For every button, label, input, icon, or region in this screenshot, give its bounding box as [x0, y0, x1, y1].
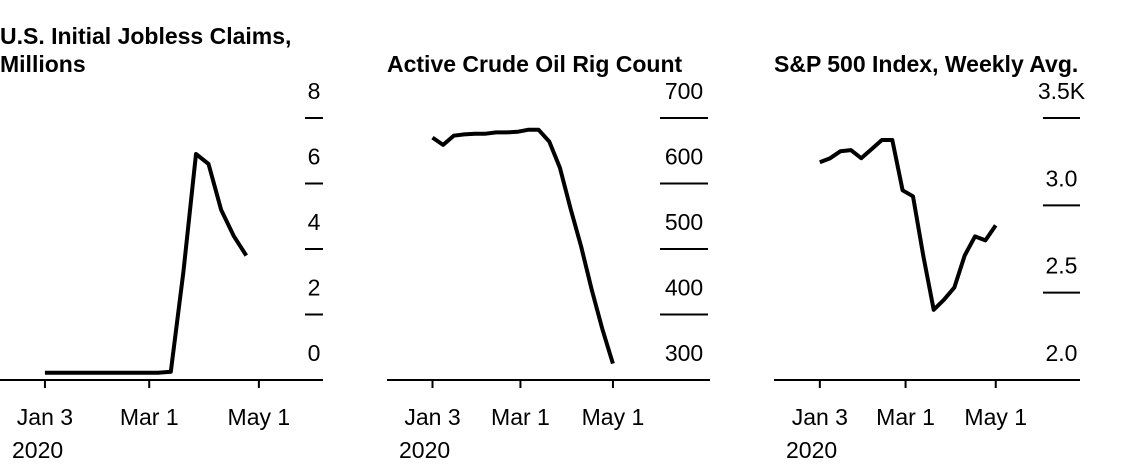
y-tick-label: 300: [665, 340, 703, 366]
data-line: [819, 138, 998, 312]
x-year-label: 2020: [399, 437, 450, 463]
title-box: Active Crude Oil Rig Count: [387, 0, 732, 78]
chart-title: U.S. Initial Jobless Claims, Millions: [0, 23, 292, 77]
x-tick-label: May 1: [582, 404, 645, 430]
x-tick-label: Jan 3: [404, 404, 460, 430]
x-tick-label: Jan 3: [17, 404, 73, 430]
x-year-label: 2020: [786, 437, 837, 463]
title-box: U.S. Initial Jobless Claims, Millions: [0, 0, 345, 78]
data-line: [431, 127, 615, 365]
y-tick-label: 4: [308, 209, 321, 235]
y-tick-label: 600: [665, 144, 703, 170]
title-box: S&P 500 Index, Weekly Avg.: [774, 0, 1084, 78]
x-tick-label: Mar 1: [120, 404, 179, 430]
x-year-label: 2020: [12, 437, 63, 463]
x-tick-label: Jan 3: [792, 404, 848, 430]
y-tick-label: 2.0: [1046, 340, 1078, 366]
y-tick-label: 0: [308, 340, 321, 366]
x-tick-label: May 1: [228, 404, 291, 430]
x-tick-label: May 1: [964, 404, 1027, 430]
y-tick-label: 6: [308, 144, 321, 170]
y-tick-label: 3.5K: [1038, 78, 1086, 104]
y-tick-label: 400: [665, 275, 703, 301]
data-line: [44, 152, 248, 375]
x-tick-label: Mar 1: [491, 404, 550, 430]
y-tick-label: 8: [308, 78, 321, 104]
y-tick-label: 2.5: [1046, 253, 1078, 279]
y-tick-label: 700: [665, 78, 703, 104]
y-tick-label: 500: [665, 209, 703, 235]
x-tick-label: Mar 1: [876, 404, 935, 430]
y-tick-label: 2: [308, 275, 321, 301]
chart-title: Active Crude Oil Rig Count: [387, 51, 683, 77]
chart-title: S&P 500 Index, Weekly Avg.: [774, 51, 1079, 77]
y-tick-label: 3.0: [1046, 165, 1078, 191]
